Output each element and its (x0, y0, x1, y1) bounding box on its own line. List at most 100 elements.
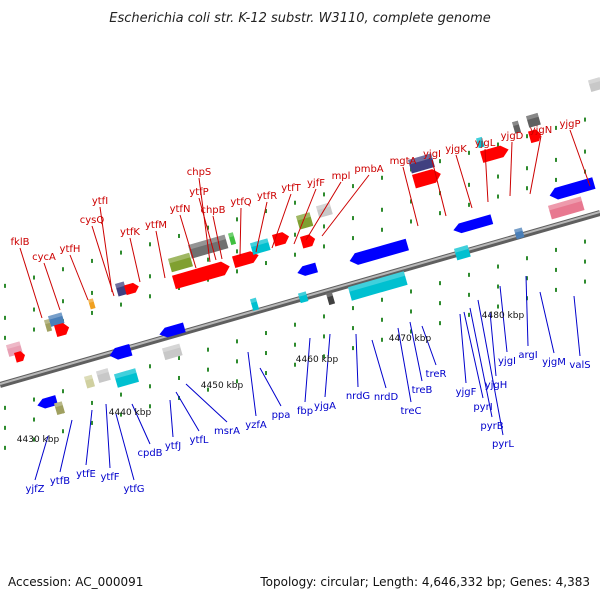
gene-arrow[interactable] (36, 395, 58, 410)
gene-label[interactable]: ytfR (257, 191, 277, 202)
gene-block[interactable] (53, 401, 65, 416)
gene-label[interactable]: yjgM (542, 357, 566, 368)
gene-block[interactable] (526, 112, 541, 128)
gene-label[interactable]: cpdB (137, 448, 162, 459)
leader-line (198, 177, 211, 263)
gene-label[interactable]: fbp (297, 406, 313, 417)
gene-block[interactable] (588, 77, 600, 92)
gene-label[interactable]: yjgI (423, 149, 441, 160)
gene-label[interactable]: nrdD (374, 392, 399, 403)
gene-block[interactable] (408, 153, 435, 174)
gene-label[interactable]: mgtA (390, 156, 417, 167)
gene-label[interactable]: yjgD (501, 131, 524, 142)
gene-block[interactable] (454, 244, 471, 261)
gene-label[interactable]: ytfL (190, 435, 209, 446)
gene-label[interactable]: ytfJ (165, 441, 181, 452)
gene-block[interactable] (113, 368, 140, 388)
gene-arrow[interactable] (548, 177, 596, 201)
leader-line (371, 339, 387, 389)
gene-label[interactable]: ytfH (60, 244, 81, 255)
gene-block[interactable] (513, 227, 525, 240)
gene-label[interactable]: pyrI (473, 402, 492, 413)
gene-label[interactable]: yjgF (456, 387, 477, 398)
gene-block[interactable] (347, 271, 408, 301)
gene-arrow[interactable] (54, 322, 71, 338)
gene-arrow[interactable] (172, 260, 232, 290)
gene-label[interactable]: yjfZ (25, 484, 44, 495)
gene-label[interactable]: ytfB (50, 476, 70, 487)
gene-block[interactable] (96, 368, 111, 384)
gene-label[interactable]: cycA (32, 252, 56, 263)
gene-label[interactable]: yjgK (445, 144, 467, 155)
gene-arrow[interactable] (452, 214, 494, 235)
gene-label[interactable]: ytfN (170, 204, 191, 215)
tick-mark (207, 367, 209, 372)
gene-block[interactable] (250, 238, 271, 255)
gene-label[interactable]: yjgN (530, 125, 553, 136)
gene-label[interactable]: treB (412, 385, 433, 396)
gene-label[interactable]: pyrL (492, 439, 514, 450)
gene-block[interactable] (475, 136, 485, 149)
gene-label[interactable]: pyrB (480, 421, 503, 432)
gene-label[interactable]: valS (569, 360, 590, 371)
gene-block[interactable] (48, 312, 65, 327)
gene-label[interactable]: yjgA (314, 401, 336, 412)
gene-block[interactable] (88, 298, 96, 310)
gene-label[interactable]: ytfI (92, 196, 108, 207)
gene-label[interactable]: ytfG (123, 484, 144, 495)
gene-label[interactable]: ytfK (120, 227, 140, 238)
gene-block[interactable] (296, 212, 314, 230)
gene-arrow[interactable] (528, 128, 543, 144)
gene-block[interactable] (228, 232, 237, 246)
gene-label[interactable]: ytfM (145, 220, 167, 231)
gene-block[interactable] (297, 291, 309, 304)
gene-label[interactable]: treR (426, 369, 447, 380)
gene-label[interactable]: ytfT (281, 183, 301, 194)
gene-label[interactable]: treC (401, 406, 422, 417)
gene-arrow[interactable] (14, 350, 26, 363)
gene-arrow[interactable] (296, 262, 318, 278)
leader-line (198, 197, 217, 261)
gene-arrow[interactable] (108, 343, 133, 362)
gene-label[interactable]: ytfP (189, 187, 208, 198)
gene-block[interactable] (547, 196, 585, 220)
gene-arrow[interactable] (158, 322, 186, 340)
gene-label[interactable]: yzfA (245, 420, 267, 431)
gene-block[interactable] (326, 291, 336, 306)
gene-label[interactable]: chpB (200, 205, 225, 216)
tick-mark (439, 211, 441, 216)
tick-mark (497, 304, 499, 309)
gene-label[interactable]: ytfE (76, 469, 96, 480)
gene-label[interactable]: yjgH (485, 380, 508, 391)
gene-block[interactable] (114, 281, 128, 297)
gene-arrow[interactable] (480, 144, 510, 163)
gene-label[interactable]: fklB (11, 237, 30, 248)
gene-label[interactable]: yjgI (498, 356, 516, 367)
gene-label[interactable]: yjfF (307, 178, 325, 189)
gene-label[interactable]: cysQ (80, 215, 105, 226)
gene-label[interactable]: chpS (187, 167, 212, 178)
gene-block[interactable] (162, 343, 183, 361)
gene-block[interactable] (512, 120, 522, 134)
gene-block[interactable] (43, 319, 53, 332)
gene-block[interactable] (167, 252, 194, 273)
gene-block[interactable] (84, 374, 95, 389)
gene-arrow[interactable] (348, 238, 409, 267)
gene-label[interactable]: pmbA (354, 164, 383, 175)
gene-label[interactable]: msrA (214, 426, 240, 437)
gene-label[interactable]: ytfF (100, 472, 119, 483)
gene-label[interactable]: mpl (332, 171, 351, 182)
tick-mark (410, 329, 412, 334)
gene-arrow[interactable] (232, 249, 260, 269)
leader-line (304, 337, 311, 403)
gene-arrow[interactable] (412, 167, 443, 189)
gene-label[interactable]: argI (518, 350, 537, 361)
gene-block[interactable] (249, 297, 260, 311)
gene-label[interactable]: yjgL (475, 138, 496, 149)
gene-label[interactable]: ytfQ (230, 197, 251, 208)
gene-label[interactable]: yjgP (559, 119, 580, 130)
gene-label[interactable]: ppa (272, 410, 291, 421)
gene-arrow[interactable] (124, 282, 140, 296)
gene-label[interactable]: nrdG (346, 391, 370, 402)
gene-arrow[interactable] (300, 233, 317, 249)
